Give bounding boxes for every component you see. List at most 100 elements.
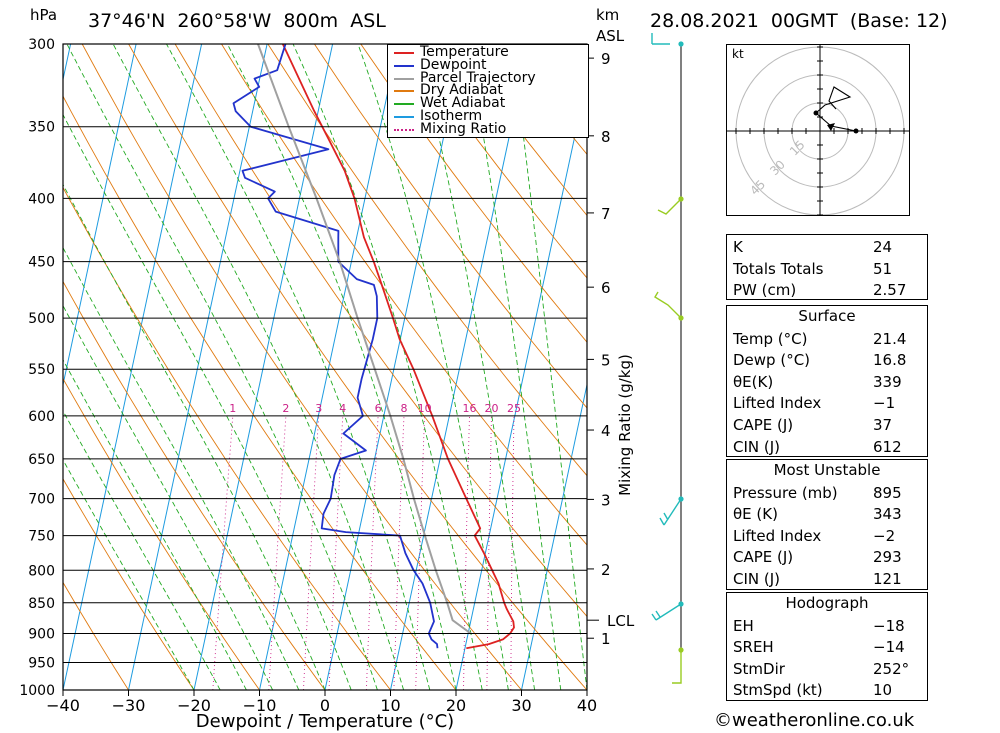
hodograph-trace [815, 86, 857, 132]
hodograph-row-value: 10 [873, 681, 893, 700]
most-unstable-row-value: 121 [873, 569, 902, 588]
asl-unit-label: ASL [596, 27, 625, 45]
hodograph-row-value: 252° [873, 659, 910, 678]
km-tick-label: 7 [601, 205, 611, 223]
pressure-tick-label: 950 [28, 656, 55, 672]
mixing-ratio-label: 1 [229, 402, 236, 415]
isotherm-line [390, 44, 530, 690]
surface-row: Lifted Index −1 [727, 392, 927, 414]
pressure-tick-label: 750 [28, 529, 55, 545]
surface-row-value: −1 [873, 394, 896, 413]
km-unit-label: km [596, 6, 620, 24]
surface-row-value: 21.4 [873, 329, 907, 348]
dry-adiabat-line [918, 44, 1000, 690]
legend-item: Temperature [392, 44, 586, 60]
surface-row-value: 37 [873, 415, 893, 434]
legend-label: Wet Adiabat [420, 95, 506, 112]
surface-row-value: 339 [873, 372, 902, 391]
legend-swatch [394, 90, 414, 93]
surface-row: CIN (J) 612 [727, 436, 927, 458]
legend-item: Parcel Trajectory [392, 69, 586, 86]
index-row: PW (cm) 2.57 [727, 279, 927, 301]
pressure-tick-label: 850 [28, 596, 55, 612]
hodograph-row-value: −18 [873, 616, 905, 635]
mixing-ratio-label: 2 [282, 402, 289, 415]
wet-adiabat-line [63, 359, 247, 690]
surface-row: Dewp (°C) 16.8 [727, 349, 927, 371]
isotherm-line [128, 44, 268, 690]
copyright-link[interactable]: ©weatheronline.co.uk [714, 710, 915, 731]
pressure-tick-label: 450 [28, 255, 55, 271]
legend-label: Mixing Ratio [420, 120, 507, 137]
lcl-label: LCL [607, 612, 635, 630]
index-row-value: 2.57 [873, 281, 907, 300]
legend-label: Parcel Trajectory [420, 69, 536, 86]
surface-row: CAPE (J) 37 [727, 414, 927, 436]
km-tick-label: 2 [601, 561, 611, 579]
x-tick-label: −20 [177, 696, 211, 715]
hodograph-row-label: StmSpd (kt) [733, 681, 823, 700]
isotherm-line [259, 44, 399, 690]
storm-motion-icon [827, 123, 835, 131]
pressure-tick-label: 650 [28, 452, 55, 468]
isotherm-line [455, 77, 587, 690]
pressure-tick-label: 900 [28, 627, 55, 643]
pressure-tick-label: 600 [28, 409, 55, 425]
dry-adiabat-line [314, 44, 587, 409]
index-row-value: 51 [873, 259, 893, 278]
mixing-ratio-label: 20 [485, 402, 499, 415]
wind-barb-icon [651, 33, 670, 45]
hodograph-row-label: EH [733, 616, 754, 635]
hodograph-point [813, 110, 819, 116]
legend-swatch [394, 116, 414, 118]
km-tick-label: 4 [601, 422, 611, 440]
hodograph-row: StmDir 252° [727, 658, 927, 680]
x-axis-label: Dewpoint / Temperature (°C) [196, 711, 454, 732]
most-unstable-row: Lifted Index −2 [727, 525, 927, 547]
pressure-tick-label: 1000 [19, 683, 55, 699]
isotherm-line [521, 382, 587, 690]
mixing-ratio-axis-label: Mixing Ratio (g/kg) [616, 354, 634, 496]
x-tick-label: 20 [446, 696, 466, 715]
surface-title: Surface [798, 307, 856, 325]
indices-table: K 24 Totals Totals 51 PW (cm) 2.57 [726, 234, 928, 300]
mixing-ratio-line [268, 415, 287, 690]
pressure-tick-label: 550 [28, 362, 55, 378]
datetime-label: 28.08.2021 00GMT (Base: 12) [650, 10, 948, 32]
dry-adiabat-line [406, 44, 587, 279]
surface-table: Surface Temp (°C) 21.4 Dewp (°C) 16.8 θE(K) 3… [726, 305, 928, 457]
legend-label: Dry Adiabat [420, 82, 503, 99]
surface-row: Temp (°C) 21.4 [727, 328, 927, 350]
isotherm-line [0, 44, 5, 690]
surface-row-label: Dewp (°C) [733, 351, 811, 370]
most-unstable-row-value: 343 [873, 505, 902, 524]
legend-swatch [394, 64, 414, 67]
hodograph-unit: kt [732, 47, 744, 61]
most-unstable-row-value: 293 [873, 548, 902, 567]
legend-swatch [394, 128, 414, 131]
dry-adiabat-line [221, 44, 587, 546]
mixing-ratio-line [365, 415, 379, 690]
pressure-tick-label: 400 [28, 191, 55, 207]
mixing-ratio-line [212, 415, 234, 690]
pressure-tick-label: 800 [28, 563, 55, 579]
legend-label: Isotherm [420, 108, 483, 124]
hodograph-panel: 15 30 45 kt [726, 44, 910, 216]
legend-item: Dry Adiabat [392, 82, 586, 99]
wet-adiabat-line [467, 44, 562, 690]
hodograph-table-title: Hodograph [785, 594, 869, 612]
wind-barb-icon [657, 198, 682, 215]
hodograph-row-value: −14 [873, 638, 905, 657]
most-unstable-row-label: Pressure (mb) [733, 483, 838, 502]
km-tick-label: 9 [601, 50, 611, 68]
wind-barb-icon [659, 498, 682, 526]
most-unstable-title: Most Unstable [773, 461, 881, 479]
index-row: K 24 [727, 236, 927, 258]
isotherm-line [63, 44, 203, 690]
mixing-ratio-label: 8 [401, 402, 408, 415]
legend-item: Wet Adiabat [392, 95, 586, 112]
wind-barb-icon [672, 650, 682, 684]
surface-row-label: θE(K) [733, 372, 774, 391]
surface-row-label: Lifted Index [733, 394, 822, 413]
